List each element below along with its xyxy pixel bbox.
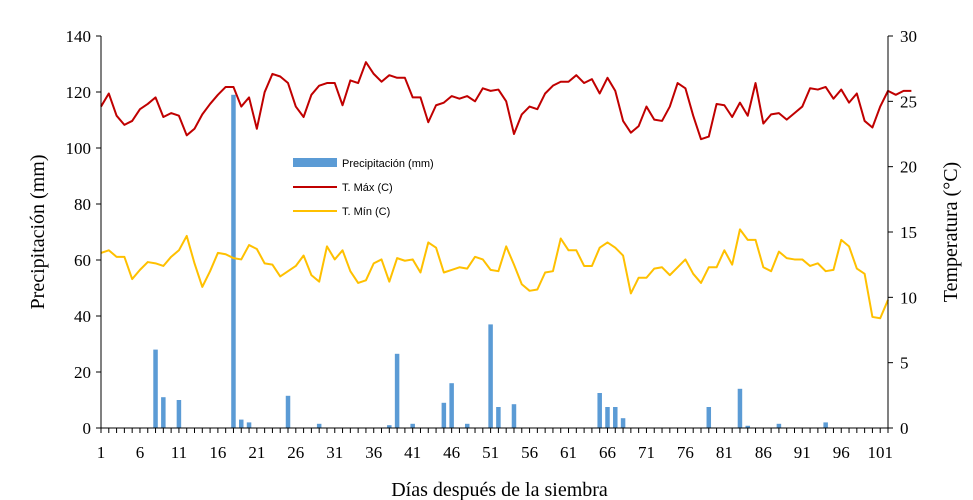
x-axis-title: Días después de la siembra xyxy=(391,479,608,500)
precipitation-bar-day-48 xyxy=(464,423,470,428)
precipitation-bar-day-88 xyxy=(776,423,782,428)
legend-label: T. Máx (C) xyxy=(342,182,393,194)
x-tick-label: 6 xyxy=(136,443,145,462)
x-tick-label: 31 xyxy=(326,443,343,462)
x-tick-label: 86 xyxy=(755,443,772,462)
legend: Precipitación (mm) T. Máx (C) T. Mín (C) xyxy=(290,152,462,220)
precipitation-bar-day-68 xyxy=(620,418,626,428)
precipitation-bar-day-19 xyxy=(239,419,244,428)
x-tick-label: 96 xyxy=(833,443,850,462)
precipitation-bar-day-45 xyxy=(441,402,447,428)
x-tick-label: 1 xyxy=(97,443,106,462)
precipitation-bar-day-39 xyxy=(394,353,400,428)
x-tick-label: 76 xyxy=(677,443,694,462)
precipitation-bar-day-20 xyxy=(246,422,252,428)
x-tick-label: 36 xyxy=(365,443,382,462)
y-axis-left-title: Precipitación (mm) xyxy=(27,155,49,310)
legend-label: T. Mín (C) xyxy=(342,206,390,218)
tmin-line xyxy=(100,228,889,320)
legend-swatch-precipitation xyxy=(293,158,337,167)
precipitation-bar-day-79 xyxy=(706,407,712,428)
y-right-tick-label: 10 xyxy=(900,288,917,307)
y-left-tick-label: 20 xyxy=(74,363,91,382)
precipitation-bar-day-65 xyxy=(597,393,602,428)
x-tick-label: 61 xyxy=(560,443,577,462)
x-tick-label: 91 xyxy=(794,443,811,462)
y-axis-right-title: Temperatura (°C) xyxy=(940,162,962,302)
precipitation-bar-day-51 xyxy=(488,324,493,428)
precipitation-bar-day-54 xyxy=(511,404,517,428)
y-left-tick-label: 40 xyxy=(74,307,91,326)
precipitation-bar-day-29 xyxy=(316,423,322,428)
x-tick-label: 21 xyxy=(248,443,265,462)
precipitation-bar-day-83 xyxy=(737,388,743,428)
precipitation-bar-day-67 xyxy=(613,407,618,428)
x-tick-label: 56 xyxy=(521,443,538,462)
precipitation-bars xyxy=(153,94,828,429)
precipitation-bar-day-25 xyxy=(285,395,291,428)
y-left-tick-label: 120 xyxy=(66,83,92,102)
x-tick-label: 81 xyxy=(716,443,733,462)
precipitation-bar-day-52 xyxy=(496,407,501,428)
x-tick-label: 41 xyxy=(404,443,421,462)
y-right-tick-label: 15 xyxy=(900,223,917,242)
x-tick-label: 66 xyxy=(599,443,616,462)
y-left-tick-label: 60 xyxy=(74,251,91,270)
temperature-lines xyxy=(100,61,912,320)
y-left-tick-label: 100 xyxy=(66,139,92,158)
x-tick-label: 16 xyxy=(209,443,226,462)
y-left-tick-label: 140 xyxy=(66,27,92,46)
precipitation-bar-day-46 xyxy=(449,383,454,428)
x-tick-label: 46 xyxy=(443,443,460,462)
x-tick-label: 26 xyxy=(287,443,304,462)
y-left-tick-label: 80 xyxy=(74,195,91,214)
precipitation-bar-day-38 xyxy=(387,425,392,428)
precipitation-bar-day-9 xyxy=(161,397,166,428)
legend-label: Precipitación (mm) xyxy=(342,158,434,170)
tmax-line xyxy=(100,61,912,141)
y-right-tick-label: 25 xyxy=(900,92,917,111)
x-tick-label: 51 xyxy=(482,443,499,462)
precipitation-bar-day-66 xyxy=(605,407,610,428)
precipitation-bar-day-84 xyxy=(745,425,750,428)
x-tick-label: 11 xyxy=(171,443,187,462)
y-right-tick-label: 30 xyxy=(900,27,917,46)
y-right-tick-label: 20 xyxy=(900,158,917,177)
precipitation-bar-day-41 xyxy=(410,423,415,428)
precipitation-bar-day-18 xyxy=(231,94,236,429)
y-left-tick-label: 0 xyxy=(83,419,92,438)
precipitation-bar-day-8 xyxy=(153,349,158,428)
x-tick-label: 71 xyxy=(638,443,655,462)
y-right-tick-label: 5 xyxy=(900,354,909,373)
y-right-tick-label: 0 xyxy=(900,419,909,438)
precipitation-bar-day-94 xyxy=(823,422,828,428)
x-tick-label: 101 xyxy=(867,443,893,462)
precipitation-bar-day-11 xyxy=(176,400,182,428)
